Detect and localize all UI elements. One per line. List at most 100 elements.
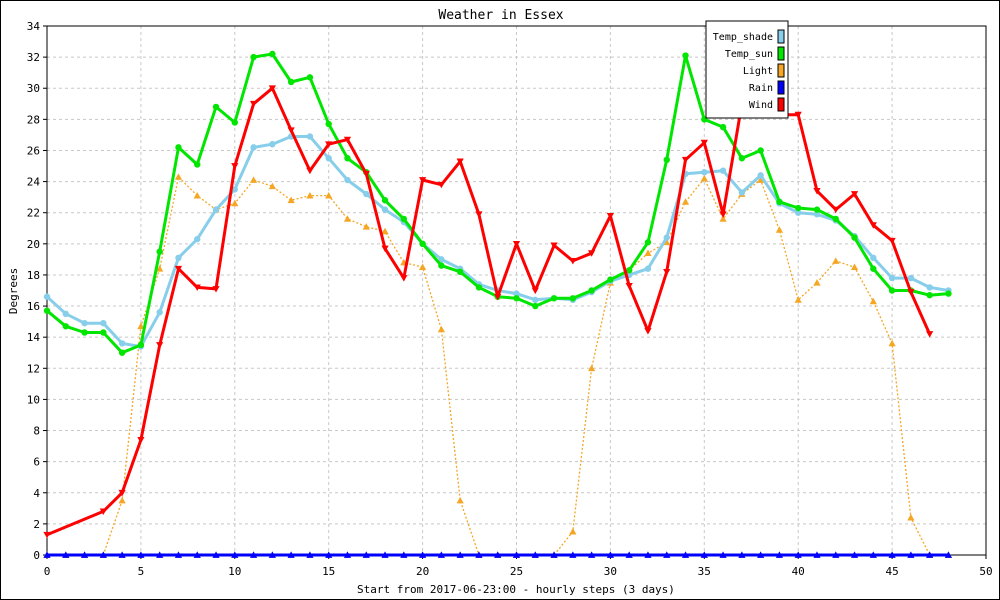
data-point-light (456, 496, 464, 504)
legend-label-temp-sun: Temp_sun (725, 49, 773, 60)
data-point-temp-sun (569, 295, 577, 302)
data-point-rain (944, 551, 953, 558)
y-tick-label: 16 (27, 300, 40, 313)
data-point-temp-shade (738, 189, 746, 196)
data-point-rain (325, 551, 333, 558)
data-point-rain (494, 551, 502, 558)
y-tick-label: 4 (33, 487, 40, 500)
data-point-wind (888, 237, 896, 245)
data-point-temp-sun (419, 240, 426, 248)
data-point-wind (550, 242, 558, 249)
data-point-temp-shade (344, 176, 351, 184)
data-point-light (719, 215, 727, 222)
data-point-light (775, 226, 784, 233)
data-point-light (588, 364, 596, 372)
data-point-wind (850, 191, 859, 198)
data-point-light (437, 325, 445, 333)
y-tick-label: 32 (27, 51, 40, 64)
data-point-temp-sun (719, 123, 727, 131)
series-temp-sun (43, 50, 952, 356)
data-point-temp-shade (81, 319, 88, 327)
data-point-temp-sun (607, 276, 614, 283)
data-point-temp-sun (118, 349, 126, 356)
data-point-light (268, 182, 276, 190)
legend-swatch-wind (777, 97, 785, 112)
data-point-temp-sun (456, 268, 464, 276)
data-point-light (306, 191, 314, 199)
data-point-rain (832, 551, 840, 558)
data-point-temp-sun (194, 161, 201, 168)
series-light (43, 173, 953, 558)
data-point-light (681, 198, 690, 205)
data-point-temp-shade (212, 206, 220, 213)
data-point-temp-shade (43, 293, 51, 300)
data-point-temp-sun (62, 323, 69, 330)
data-point-wind (43, 531, 51, 539)
data-point-rain (775, 551, 784, 558)
y-tick-label: 18 (27, 269, 40, 282)
data-point-wind (644, 328, 652, 335)
legend-swatch-light (777, 63, 785, 78)
data-point-temp-shade (663, 234, 670, 241)
data-point-temp-sun (945, 290, 952, 297)
legend-label-rain: Rain (749, 83, 773, 94)
data-point-rain (719, 551, 727, 558)
data-point-rain (456, 551, 464, 558)
data-point-wind (231, 163, 239, 170)
data-point-temp-sun (231, 119, 238, 126)
data-point-wind (193, 284, 201, 291)
data-point-temp-sun (212, 103, 220, 111)
data-point-temp-shade (325, 155, 332, 162)
data-point-wind (681, 156, 690, 164)
y-axis-label: Degrees (7, 268, 20, 314)
x-tick-label: 50 (979, 565, 992, 578)
data-point-temp-sun (43, 307, 51, 314)
data-point-rain (907, 551, 915, 558)
data-point-light (832, 257, 840, 264)
data-point-rain (794, 551, 802, 558)
data-point-temp-shade (644, 265, 652, 272)
data-point-temp-shade (926, 284, 933, 291)
x-tick-label: 45 (885, 565, 898, 578)
data-point-wind (343, 136, 352, 144)
data-point-rain (212, 551, 220, 558)
data-point-light (869, 297, 877, 305)
x-tick-label: 30 (604, 565, 617, 578)
series-layer (43, 50, 953, 558)
data-point-temp-shade (907, 274, 915, 282)
data-point-temp-sun (625, 267, 633, 274)
data-point-wind (268, 85, 276, 92)
data-point-light (118, 496, 126, 504)
data-point-rain (813, 551, 821, 558)
data-point-temp-sun (438, 262, 445, 269)
data-point-wind (212, 286, 220, 293)
data-point-temp-sun (100, 329, 107, 336)
data-point-temp-sun (888, 287, 896, 294)
data-point-light (325, 191, 333, 199)
data-point-rain (588, 551, 596, 558)
data-point-temp-sun (795, 204, 802, 212)
data-point-rain (231, 551, 239, 558)
data-point-rain (268, 551, 276, 558)
data-point-wind (663, 268, 671, 276)
data-point-rain (43, 551, 51, 558)
data-point-rain (663, 551, 671, 558)
data-point-rain (156, 551, 164, 558)
data-point-wind (869, 222, 877, 229)
data-point-temp-sun (250, 53, 257, 61)
data-point-wind (512, 240, 521, 248)
y-tick-label: 6 (33, 456, 40, 469)
data-point-light (287, 196, 295, 204)
y-tick-label: 26 (27, 144, 40, 157)
y-tick-label: 22 (27, 207, 40, 220)
data-point-temp-sun (287, 78, 295, 86)
data-point-temp-sun (269, 50, 276, 58)
y-tick-label: 8 (33, 425, 40, 438)
data-point-temp-sun (381, 197, 389, 204)
data-point-temp-sun (513, 295, 520, 302)
data-point-temp-sun (813, 206, 821, 213)
data-point-wind (400, 275, 408, 282)
data-point-rain (606, 551, 614, 558)
